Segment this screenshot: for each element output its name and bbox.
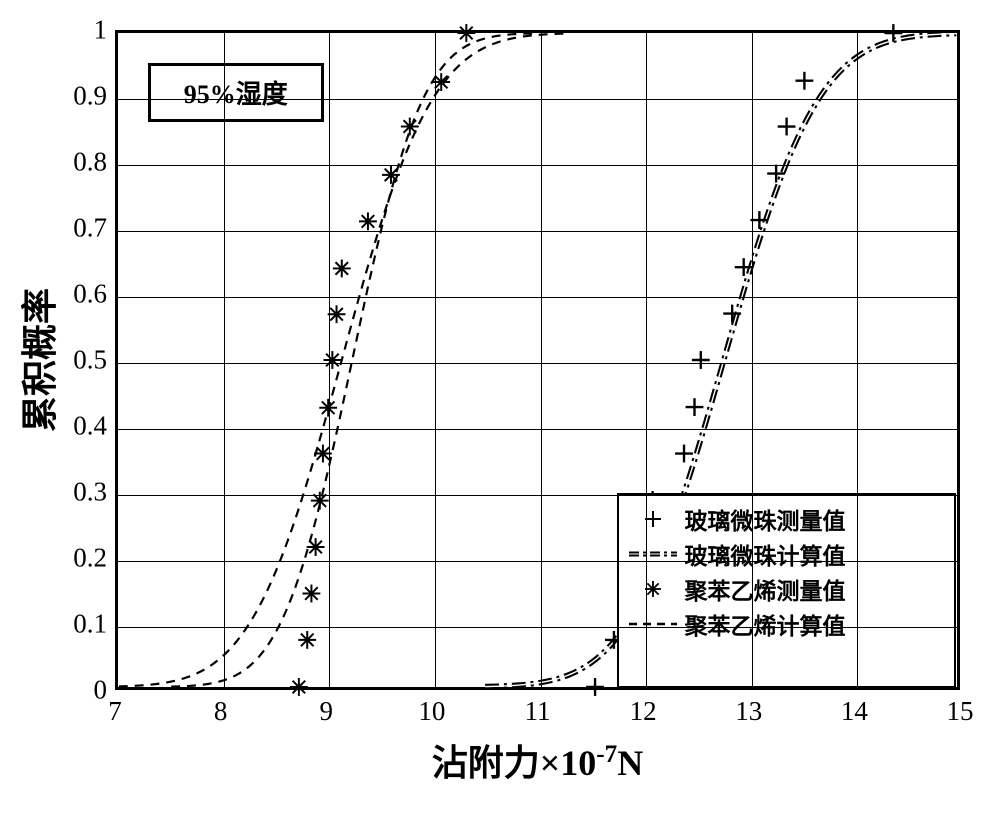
data-point-star bbox=[328, 305, 346, 323]
series-curve bbox=[119, 33, 569, 686]
y-tick-label: 0.6 bbox=[73, 279, 107, 310]
series-curve bbox=[171, 33, 537, 686]
legend: 玻璃微珠测量值玻璃微珠计算值聚苯乙烯测量值聚苯乙烯计算值 bbox=[617, 493, 956, 688]
grid-line-v bbox=[224, 33, 225, 687]
grid-line-h bbox=[118, 627, 957, 628]
y-tick-label: 0 bbox=[94, 675, 108, 706]
grid-line-v bbox=[752, 33, 753, 687]
grid-line-h bbox=[118, 495, 957, 496]
x-tick-label: 9 bbox=[320, 696, 334, 727]
grid-line-h bbox=[118, 561, 957, 562]
legend-swatch bbox=[627, 613, 679, 635]
x-tick-label: 10 bbox=[418, 696, 445, 727]
y-tick-label: 1 bbox=[94, 15, 108, 46]
grid-line-h bbox=[118, 297, 957, 298]
legend-label: 聚苯乙烯计算值 bbox=[685, 607, 846, 641]
grid-line-h bbox=[118, 429, 957, 430]
legend-swatch bbox=[627, 508, 679, 530]
legend-label: 聚苯乙烯测量值 bbox=[685, 572, 846, 606]
data-point-star bbox=[319, 399, 337, 417]
data-point-star bbox=[290, 678, 308, 696]
data-point-star bbox=[323, 351, 341, 369]
grid-line-v bbox=[541, 33, 542, 687]
y-axis-label: 累积概率 bbox=[11, 288, 63, 432]
legend-item: 玻璃微珠测量值 bbox=[627, 502, 944, 536]
plot-area: 95%湿度 玻璃微珠测量值玻璃微珠计算值聚苯乙烯测量值聚苯乙烯计算值 bbox=[115, 30, 960, 690]
data-point-plus bbox=[686, 398, 704, 416]
data-point-plus bbox=[723, 305, 741, 323]
y-tick-label: 0.2 bbox=[73, 543, 107, 574]
data-point-star bbox=[382, 166, 400, 184]
x-tick-label: 14 bbox=[841, 696, 868, 727]
humidity-annotation: 95%湿度 bbox=[148, 63, 324, 122]
x-tick-label: 15 bbox=[947, 696, 974, 727]
data-point-star bbox=[457, 24, 475, 42]
x-tick-label: 13 bbox=[735, 696, 762, 727]
y-tick-label: 0.5 bbox=[73, 345, 107, 376]
grid-line-v bbox=[646, 33, 647, 687]
y-tick-label: 0.4 bbox=[73, 411, 107, 442]
legend-item: 玻璃微珠计算值 bbox=[627, 537, 944, 571]
grid-line-h bbox=[118, 231, 957, 232]
y-tick-label: 0.9 bbox=[73, 81, 107, 112]
y-tick-label: 0.1 bbox=[73, 609, 107, 640]
data-point-star bbox=[333, 260, 351, 278]
data-point-star bbox=[401, 118, 419, 136]
legend-swatch bbox=[627, 578, 679, 600]
x-tick-label: 8 bbox=[214, 696, 228, 727]
y-tick-label: 0.3 bbox=[73, 477, 107, 508]
xlabel-sup: -7 bbox=[596, 741, 617, 768]
grid-line-h bbox=[118, 165, 957, 166]
x-tick-label: 11 bbox=[525, 696, 551, 727]
grid-line-h bbox=[118, 363, 957, 364]
data-point-star bbox=[359, 212, 377, 230]
y-tick-label: 0.7 bbox=[73, 213, 107, 244]
grid-line-v bbox=[329, 33, 330, 687]
x-axis-label: 沾附力×10-7N bbox=[432, 734, 644, 786]
legend-label: 玻璃微珠计算值 bbox=[685, 537, 846, 571]
x-tick-label: 12 bbox=[630, 696, 657, 727]
xlabel-prefix: 沾附力×10 bbox=[432, 743, 597, 783]
data-point-star bbox=[303, 585, 321, 603]
grid-line-v bbox=[435, 33, 436, 687]
y-tick-label: 0.8 bbox=[73, 147, 107, 178]
legend-label: 玻璃微珠测量值 bbox=[685, 502, 846, 536]
legend-item: 聚苯乙烯测量值 bbox=[627, 572, 944, 606]
data-point-plus bbox=[675, 445, 693, 463]
grid-line-h bbox=[118, 99, 957, 100]
grid-line-v bbox=[857, 33, 858, 687]
data-point-plus bbox=[692, 351, 710, 369]
x-tick-label: 7 bbox=[108, 696, 122, 727]
legend-item: 聚苯乙烯计算值 bbox=[627, 607, 944, 641]
data-point-plus bbox=[586, 678, 604, 696]
data-point-plus bbox=[795, 72, 813, 90]
humidity-text: 95%湿度 bbox=[184, 74, 288, 111]
data-point-plus bbox=[884, 24, 902, 42]
data-point-star bbox=[298, 631, 316, 649]
data-point-star bbox=[307, 538, 325, 556]
data-point-plus bbox=[778, 118, 796, 136]
xlabel-suffix: N bbox=[617, 743, 643, 783]
